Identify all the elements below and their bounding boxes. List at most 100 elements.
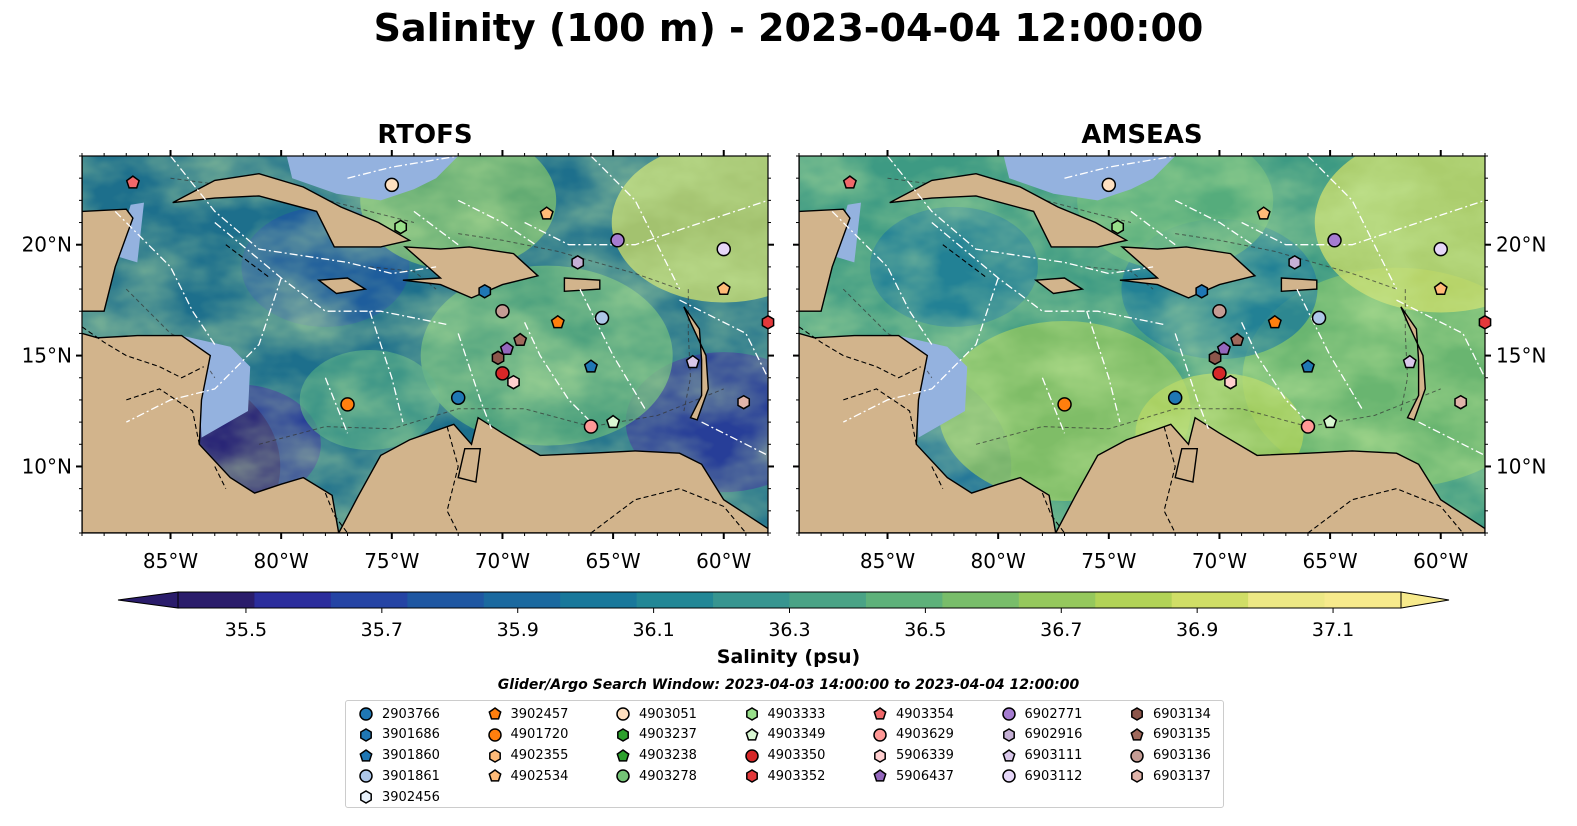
eez-boundary <box>831 210 933 345</box>
eez-boundary <box>413 210 459 246</box>
country-border <box>446 426 459 533</box>
lon-tick-label: 65°W <box>1302 549 1357 573</box>
circle-marker-icon <box>1001 707 1016 721</box>
legend-item: 6903136 <box>1129 746 1211 766</box>
circle-marker-icon <box>616 769 630 784</box>
country-border <box>931 466 944 489</box>
colorbar-segment <box>330 592 408 608</box>
legend-item: 5906437 <box>872 766 954 786</box>
legend-item-label: 3901860 <box>382 748 440 764</box>
lon-tick-label: 80°W <box>254 549 309 573</box>
legend-item-label: 4903350 <box>767 748 826 764</box>
eez-boundary <box>1174 333 1210 430</box>
legend-marker <box>1130 727 1144 741</box>
panel-title-amseas: AMSEAS <box>1081 120 1203 150</box>
legend-item-label: 4902534 <box>510 768 569 784</box>
land-hispaniola <box>1119 246 1257 299</box>
float-marker-4903350 <box>1212 366 1227 381</box>
lon-tick-label: 60°W <box>1413 549 1468 573</box>
figure-title: Salinity (100 m) - 2023-04-04 12:00:00 <box>373 6 1204 50</box>
float-marker-4903349 <box>606 414 621 429</box>
eez-boundary <box>457 199 536 246</box>
float-marker-6903136 <box>1212 303 1227 319</box>
colorbar-segment <box>1171 592 1249 608</box>
circle-marker-icon <box>1001 769 1016 784</box>
legend-item-label: 3902457 <box>510 706 569 722</box>
legend-item: 6903135 <box>1129 725 1211 745</box>
land-north-america <box>799 156 851 312</box>
float-marker-4903350 <box>495 366 510 381</box>
legend-marker <box>1131 769 1143 784</box>
pentagon-marker-icon <box>873 707 887 720</box>
legend-marker <box>745 769 758 784</box>
legend-item-label: 6903137 <box>1153 768 1211 784</box>
pentagon-marker-icon <box>487 769 502 783</box>
float-marker-6902771 <box>610 233 625 248</box>
float-marker-4902534 <box>539 206 554 220</box>
map-frame <box>81 155 769 534</box>
eez-boundary <box>1174 199 1253 246</box>
legend-item: 4903629 <box>872 725 954 745</box>
legend-item-label: 6902916 <box>1024 727 1083 743</box>
land-south-america <box>1054 416 1485 533</box>
colorbar-segment <box>1095 592 1173 608</box>
lon-tick-label: 85°W <box>860 549 915 573</box>
legend-item-label: 3901861 <box>382 768 440 784</box>
shelf-bahamas <box>286 156 459 201</box>
legend-item-label: 6903134 <box>1153 706 1211 722</box>
pentagon-marker-icon <box>487 707 502 720</box>
float-markers <box>125 175 1492 434</box>
eez-boundary <box>1130 210 1176 246</box>
legend-marker <box>1001 748 1016 762</box>
shelf-nicaragua <box>898 335 968 438</box>
country-border <box>942 244 988 279</box>
pentagon-marker-icon <box>1130 727 1144 741</box>
bathymetry-contour <box>1400 289 1409 412</box>
legend-marker <box>359 748 373 762</box>
land-central-america <box>799 332 1057 533</box>
eez-boundary <box>169 156 437 275</box>
eez-boundary <box>590 156 681 290</box>
legend-marker <box>745 707 758 721</box>
bathymetry-contour <box>1175 233 1397 290</box>
legend-item-label: 5906339 <box>896 748 954 764</box>
eez-boundary <box>126 277 282 423</box>
float-marker-4903354 <box>125 175 140 189</box>
legend-item-label: 3902456 <box>382 789 440 805</box>
colorbar-extend-high <box>1400 591 1450 609</box>
legend-item: 5906339 <box>872 746 954 766</box>
eez-boundary <box>701 421 768 456</box>
float-marker-6902916 <box>571 255 585 270</box>
legend-item-label: 4901720 <box>510 727 569 743</box>
colorbar-label: Salinity (psu) <box>716 646 861 668</box>
legend-marker <box>1001 769 1016 784</box>
float-marker-6903134 <box>491 350 505 366</box>
legend-item-label: 6902771 <box>1024 706 1083 722</box>
legend-item: 6902916 <box>1001 725 1083 745</box>
country-border <box>843 388 917 445</box>
legend-marker <box>360 727 372 742</box>
legend-item: 3901860 <box>358 746 440 766</box>
country-border <box>590 488 747 533</box>
legend-item-label: 3901686 <box>382 727 440 743</box>
float-marker-3901686 <box>1195 283 1209 299</box>
lon-tick-label: 80°W <box>971 549 1026 573</box>
legend-item: 3902456 <box>358 787 440 807</box>
lon-tick-label: 75°W <box>1081 549 1136 573</box>
legend-item-label: 4902355 <box>510 748 569 764</box>
hexagon-marker-icon <box>1002 727 1015 742</box>
hexagon-marker-icon <box>1131 707 1143 721</box>
float-marker-6903134 <box>1208 350 1222 366</box>
lon-tick-label: 60°W <box>696 549 751 573</box>
legend-marker <box>874 748 886 763</box>
land-cuba <box>889 172 1129 248</box>
colorbar-tick-label: 36.7 <box>1040 619 1082 641</box>
eez-boundary <box>886 156 1154 275</box>
eez-boundary <box>324 377 349 434</box>
land-north-america <box>82 156 134 312</box>
axis-tick-labels: 85°W 80°W 75°W 70°W 65°W 60°W 85°W 80°W 75°W 70°W… <box>22 233 1547 573</box>
country-border <box>126 388 200 445</box>
country-border <box>214 466 227 489</box>
land-puerto-rico <box>1280 277 1318 293</box>
colorbar-tick-label: 37.1 <box>1312 619 1354 641</box>
